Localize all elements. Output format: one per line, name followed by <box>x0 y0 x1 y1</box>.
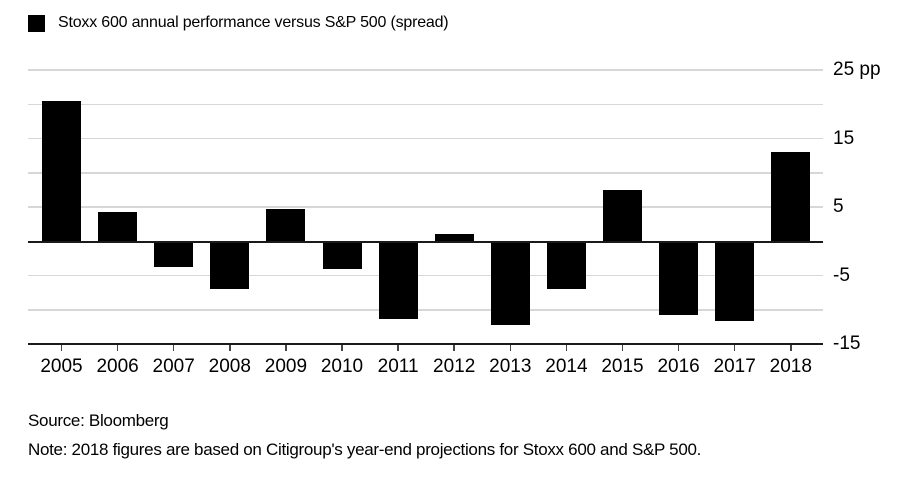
x-tick-2014 <box>565 344 568 351</box>
x-axis-label-2016: 2016 <box>657 356 700 377</box>
x-axis-label-2014: 2014 <box>545 356 588 377</box>
gridline--5 <box>28 274 823 277</box>
gridline--10 <box>28 309 823 311</box>
x-axis-label-2015: 2015 <box>601 356 644 377</box>
bar-2005 <box>42 100 81 242</box>
x-tick-2016 <box>677 344 680 351</box>
gridline-25 <box>28 69 823 71</box>
x-tick-2018 <box>790 344 792 351</box>
x-tick-2015 <box>621 344 624 351</box>
x-axis-label-2005: 2005 <box>40 356 83 377</box>
x-axis-label-2009: 2009 <box>264 356 308 377</box>
bar-2017 <box>715 241 755 322</box>
x-tick-2017 <box>733 344 736 351</box>
x-axis-line <box>28 343 823 346</box>
bar-2013 <box>490 241 530 325</box>
x-tick-2006 <box>116 344 119 351</box>
y-axis-label-25: 25 pp <box>833 59 881 80</box>
footer: Source: Bloomberg Note: 2018 figures are… <box>28 406 701 464</box>
bar-2006 <box>98 212 138 242</box>
y-axis-label--5: -5 <box>833 264 850 286</box>
x-axis-label-2018: 2018 <box>769 356 812 377</box>
legend: Stoxx 600 annual performance versus S&P … <box>28 14 449 32</box>
x-tick-2009 <box>285 344 287 351</box>
legend-label: Stoxx 600 annual performance versus S&P … <box>58 14 449 31</box>
bar-2014 <box>546 241 586 290</box>
zero-axis-line <box>28 240 823 243</box>
gridline-10 <box>28 172 823 174</box>
bar-2011 <box>378 241 418 319</box>
x-axis-label-2011: 2011 <box>377 356 419 377</box>
note-text: Note: 2018 figures are based on Citigrou… <box>28 440 702 459</box>
bar-2009 <box>266 209 306 242</box>
x-tick-2008 <box>229 344 231 351</box>
gridline-15 <box>28 137 823 140</box>
source-text: Source: Bloomberg <box>28 411 169 430</box>
x-tick-2007 <box>172 344 175 351</box>
x-axis-label-2008: 2008 <box>208 356 251 377</box>
y-axis-label-15: 15 <box>833 127 855 149</box>
x-tick-2012 <box>453 344 455 351</box>
bar-2007 <box>154 241 194 268</box>
x-axis-label-2017: 2017 <box>713 356 756 377</box>
gridline-5 <box>28 206 823 208</box>
x-tick-2010 <box>341 344 343 351</box>
x-axis-label-2013: 2013 <box>489 356 532 377</box>
bar-2015 <box>603 189 642 242</box>
bar-chart-plot-area: 2005 2006 2007 2008 2009 2010 2011 2012 2013 2014… <box>28 59 881 377</box>
bar-2018 <box>771 152 811 242</box>
bar-2010 <box>322 241 362 269</box>
x-tick-2011 <box>397 344 399 351</box>
y-axis-label-5: 5 <box>833 196 844 217</box>
gridline-20 <box>28 103 823 105</box>
x-axis-label-2007: 2007 <box>152 356 195 377</box>
x-axis-label-2010: 2010 <box>320 356 364 377</box>
bar-2008 <box>210 241 250 290</box>
bar-2012 <box>434 234 474 242</box>
bar-2016 <box>659 241 699 315</box>
x-axis-label-2012: 2012 <box>433 356 476 377</box>
y-axis-label--15: -15 <box>833 333 861 354</box>
x-tick-2013 <box>509 344 512 351</box>
legend-swatch-icon <box>28 14 45 32</box>
x-axis-label-2006: 2006 <box>96 356 139 377</box>
x-tick-2005 <box>60 344 63 351</box>
